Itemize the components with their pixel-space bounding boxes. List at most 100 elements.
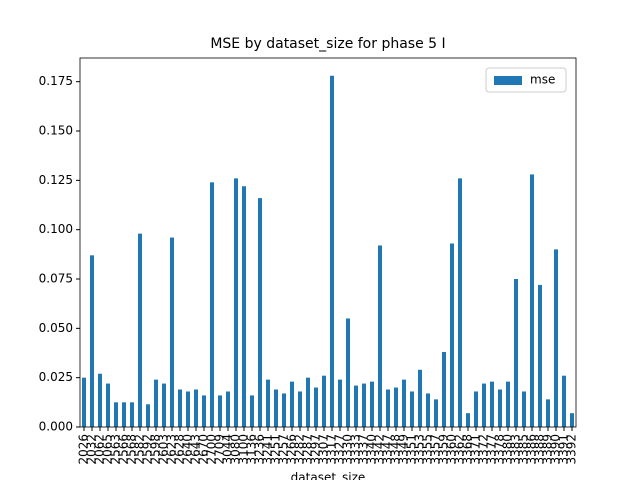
- bar: [106, 383, 110, 427]
- x-tick-label: 3241: [261, 434, 275, 465]
- bar: [122, 402, 126, 427]
- bar: [370, 381, 374, 427]
- x-tick-label: 3368: [461, 434, 475, 465]
- bar: [258, 198, 262, 427]
- x-axis-label: dataset_size: [291, 471, 366, 480]
- bar: [162, 383, 166, 427]
- bar: [146, 404, 150, 427]
- y-tick-label: 0.050: [39, 321, 73, 335]
- bar: [538, 284, 542, 427]
- bar: [306, 377, 310, 427]
- bar: [546, 399, 550, 427]
- y-tick-label: 0.075: [39, 272, 73, 286]
- x-tick-label: 2628: [173, 434, 187, 465]
- x-tick-label: 3388: [533, 434, 547, 465]
- bar: [362, 383, 366, 427]
- x-tick-label: 3359: [437, 434, 451, 465]
- plot-frame: [79, 57, 577, 428]
- x-tick-label: 3337: [357, 434, 371, 465]
- x-tick-label: 2700: [205, 434, 219, 465]
- bar: [282, 393, 286, 427]
- x-tick-label: 3360: [445, 434, 459, 465]
- legend-label: mse: [530, 73, 555, 87]
- x-tick-label: 3385: [517, 434, 531, 465]
- bar: [514, 279, 518, 427]
- x-tick-label: 3377: [485, 434, 499, 465]
- x-tick-label: 3236: [253, 434, 267, 465]
- x-tick-label: 2026: [77, 434, 91, 465]
- bar: [410, 391, 414, 427]
- x-tick-label: 2598: [149, 434, 163, 465]
- legend-swatch: [494, 76, 522, 85]
- bar: [426, 393, 430, 427]
- bar: [570, 413, 574, 427]
- bar: [442, 352, 446, 427]
- bar: [394, 387, 398, 427]
- bar: [506, 381, 510, 427]
- bar: [218, 395, 222, 427]
- bar: [90, 255, 94, 427]
- bar: [178, 389, 182, 427]
- x-tick-label: 3357: [429, 434, 443, 465]
- bar: [250, 395, 254, 427]
- x-tick-label: 3330: [341, 434, 355, 465]
- x-tick-label: 3355: [421, 434, 435, 465]
- x-tick-label: 3044: [221, 434, 235, 465]
- bar: [338, 379, 342, 427]
- bar: [290, 381, 294, 427]
- bar: [474, 391, 478, 427]
- x-tick-label: 2709: [213, 434, 227, 465]
- x-tick-label: 3391: [557, 434, 571, 465]
- x-tick-label: 2592: [141, 434, 155, 465]
- y-tick-label: 0.000: [39, 420, 73, 434]
- legend-box: [485, 67, 567, 93]
- x-tick-label: 3353: [413, 434, 427, 465]
- x-tick-label: 2603: [157, 434, 171, 465]
- bar: [562, 375, 566, 427]
- bar: [330, 75, 334, 427]
- bar: [314, 387, 318, 427]
- bar: [354, 385, 358, 427]
- x-tick-label: 2032: [85, 434, 99, 465]
- bar: [202, 395, 206, 427]
- x-tick-label: 2065: [101, 434, 115, 465]
- x-tick-label: 2568: [125, 434, 139, 465]
- x-tick-label: 2566: [117, 434, 131, 465]
- bar: [434, 399, 438, 427]
- x-tick-label: 3349: [397, 434, 411, 465]
- bar: [186, 391, 190, 427]
- bar: [498, 389, 502, 427]
- x-tick-label: 2643: [189, 434, 203, 465]
- x-tick-label: 3327: [333, 434, 347, 465]
- bar: [402, 379, 406, 427]
- bar: [522, 391, 526, 427]
- bar: [322, 375, 326, 427]
- bar: [210, 182, 214, 427]
- x-tick-label: 3342: [373, 434, 387, 465]
- bar: [154, 379, 158, 427]
- x-tick-label: 3390: [549, 434, 563, 465]
- x-tick-label: 3136: [245, 434, 259, 465]
- y-tick-label: 0.025: [39, 370, 73, 384]
- bar: [530, 174, 534, 427]
- y-tick-label: 0.150: [39, 124, 73, 138]
- y-tick-label: 0.125: [39, 173, 73, 187]
- bar: [114, 402, 118, 427]
- x-tick-label: 3362: [453, 434, 467, 465]
- x-tick-label: 2582: [133, 434, 147, 465]
- bar: [242, 186, 246, 427]
- x-tick-label: 3333: [349, 434, 363, 465]
- bar: [466, 413, 470, 427]
- bar: [274, 389, 278, 427]
- x-tick-label: 3392: [565, 434, 579, 465]
- bar: [418, 369, 422, 427]
- x-tick-label: 2640: [181, 434, 195, 465]
- bar: [386, 389, 390, 427]
- x-tick-label: 3257: [277, 434, 291, 465]
- x-tick-label: 2062: [93, 434, 107, 465]
- x-tick-label: 3266: [285, 434, 299, 465]
- bar: [378, 245, 382, 427]
- x-tick-label: 3380: [501, 434, 515, 465]
- bar: [226, 391, 230, 427]
- bar: [490, 381, 494, 427]
